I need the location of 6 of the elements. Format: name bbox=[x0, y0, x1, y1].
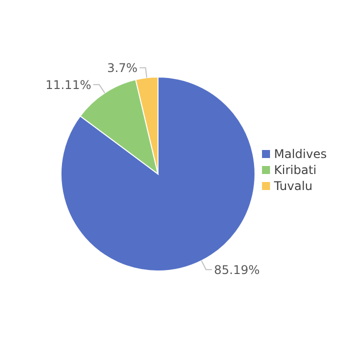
data-label: 85.19% bbox=[214, 262, 260, 277]
legend-label: Kiribati bbox=[274, 163, 316, 178]
data-label: 3.7% bbox=[107, 60, 138, 75]
legend-label: Maldives bbox=[274, 147, 327, 162]
data-label: 11.11% bbox=[45, 78, 92, 92]
legend-label: Tuvalu bbox=[273, 179, 313, 194]
